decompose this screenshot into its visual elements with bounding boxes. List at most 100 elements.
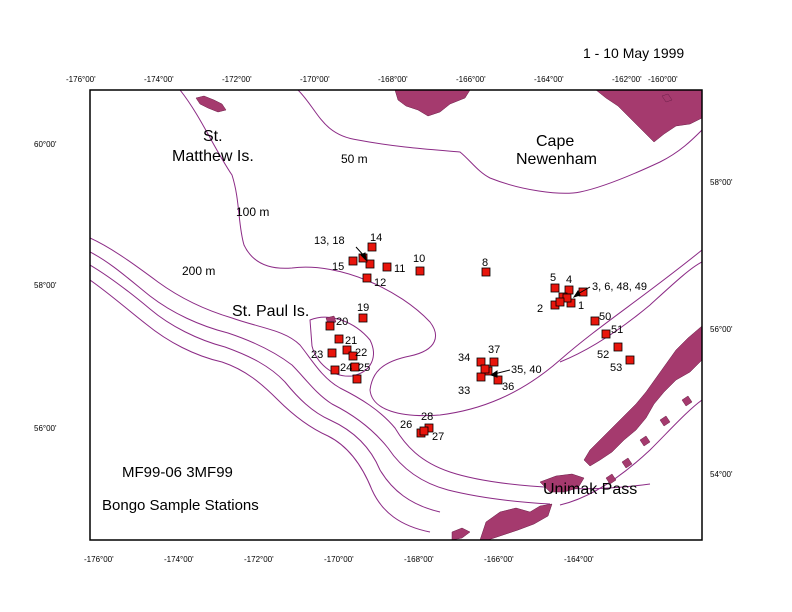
contour-100m: [179, 90, 702, 417]
station-marker: [325, 321, 335, 331]
station-marker: [590, 316, 600, 326]
land-cape-newenham: [595, 90, 702, 143]
station-label: 26: [400, 419, 412, 431]
arrowhead: [489, 370, 498, 378]
right-latitude-ticks: 58°00' 56°00' 54°00': [710, 178, 733, 479]
station-marker: [613, 342, 623, 352]
depth-labels: 50 m 100 m 200 m: [182, 152, 368, 278]
depth-label-100m: 100 m: [236, 205, 269, 219]
station-label: 14: [370, 232, 382, 244]
top-tick-label: -174°00': [144, 75, 174, 84]
station-label: 13, 18: [314, 235, 345, 247]
land-aleutians-east: [479, 503, 553, 540]
station-labels: 13, 18 14 15 11 12 10 8 5 4 3, 6, 48, 49…: [311, 232, 647, 443]
left-latitude-ticks: 60°00' 58°00' 56°00': [34, 140, 57, 433]
station-marker: [476, 372, 486, 382]
map-title: Bongo Sample Stations: [102, 497, 259, 514]
bottom-tick-label: -174°00': [164, 555, 194, 564]
station-label: 28: [421, 411, 433, 423]
station-marker: [489, 357, 499, 367]
station-marker: [555, 297, 565, 307]
contour-st-paul-shelf: [309, 316, 374, 377]
contour-3000m: [90, 279, 431, 533]
station-marker: [419, 426, 429, 436]
station-markers: [325, 242, 635, 438]
contour-50m: [297, 90, 702, 194]
station-marker: [382, 262, 392, 272]
station-label: 19: [357, 302, 369, 314]
date-range: 1 - 10 May 1999: [583, 45, 684, 61]
station-label: 24: [340, 362, 352, 374]
land-aleutians-west: [451, 527, 471, 540]
map-frame: [89, 89, 703, 541]
station-label: 15: [332, 261, 344, 273]
station-marker: [367, 242, 377, 252]
station-marker: [601, 329, 611, 339]
contour-1000m: [90, 251, 551, 505]
station-marker: [348, 256, 358, 266]
station-marker: [493, 375, 503, 385]
station-marker: [415, 266, 425, 276]
place-cape-line1: Cape: [536, 133, 574, 150]
station-marker: [327, 348, 337, 358]
leader-arrows: [355, 246, 591, 378]
bathymetry-contours: [90, 90, 702, 533]
right-tick-label: 56°00': [710, 325, 733, 334]
left-tick-label: 58°00': [34, 281, 57, 290]
top-tick-label: -172°00': [222, 75, 252, 84]
land-islet: [661, 93, 673, 103]
station-marker: [352, 374, 362, 384]
depth-label-50m: 50 m: [341, 152, 368, 166]
left-tick-label: 56°00': [34, 424, 57, 433]
station-label: 1: [578, 300, 584, 312]
station-marker: [480, 364, 490, 374]
station-label: 52: [597, 349, 609, 361]
bottom-tick-label: -168°00': [404, 555, 434, 564]
station-label: 4: [566, 274, 572, 286]
place-st-paul: St. Paul Is.: [232, 303, 309, 320]
arrowhead: [572, 290, 581, 298]
map-area: [90, 90, 702, 540]
top-tick-label: -176°00': [66, 75, 96, 84]
contour-200m: [90, 237, 651, 490]
station-marker: [334, 334, 344, 344]
land-unimak: [539, 473, 585, 493]
top-tick-label: -162°00': [612, 75, 642, 84]
station-marker: [330, 365, 340, 375]
station-label: 25: [358, 362, 370, 374]
top-tick-label: -168°00': [378, 75, 408, 84]
bottom-tick-label: -176°00': [84, 555, 114, 564]
station-marker: [362, 273, 372, 283]
land-islet: [659, 415, 671, 427]
place-st-matthew-line1: St.: [203, 128, 223, 145]
land-islet: [621, 457, 633, 469]
station-label: 33: [458, 385, 470, 397]
station-marker: [481, 267, 491, 277]
station-marker: [358, 313, 368, 323]
top-tick-label: -170°00': [300, 75, 330, 84]
right-tick-label: 58°00': [710, 178, 733, 187]
left-tick-label: 60°00': [34, 140, 57, 149]
bottom-tick-label: -166°00': [484, 555, 514, 564]
station-marker: [550, 283, 560, 293]
station-marker: [342, 345, 352, 355]
cruise-title: MF99-06 3MF99: [122, 464, 233, 481]
station-label: 35, 40: [511, 364, 542, 376]
place-cape-line2: Newenham: [516, 151, 597, 168]
station-label: 21: [345, 335, 357, 347]
land-alaska-peninsula: [583, 325, 702, 467]
station-label: 36: [502, 381, 514, 393]
station-label: 8: [482, 257, 488, 269]
contour-2000m: [90, 264, 441, 513]
bottom-tick-label: -164°00': [564, 555, 594, 564]
station-label: 23: [311, 349, 323, 361]
place-names: St. Matthew Is. Cape Newenham St. Paul I…: [172, 128, 637, 498]
arrowhead: [360, 252, 367, 262]
land-nunivak-coast: [394, 90, 471, 117]
station-label: 11: [394, 263, 405, 275]
contour-aleutian: [559, 399, 702, 506]
land-masses: [195, 90, 702, 540]
station-label: 5: [550, 272, 556, 284]
station-marker: [365, 259, 375, 269]
